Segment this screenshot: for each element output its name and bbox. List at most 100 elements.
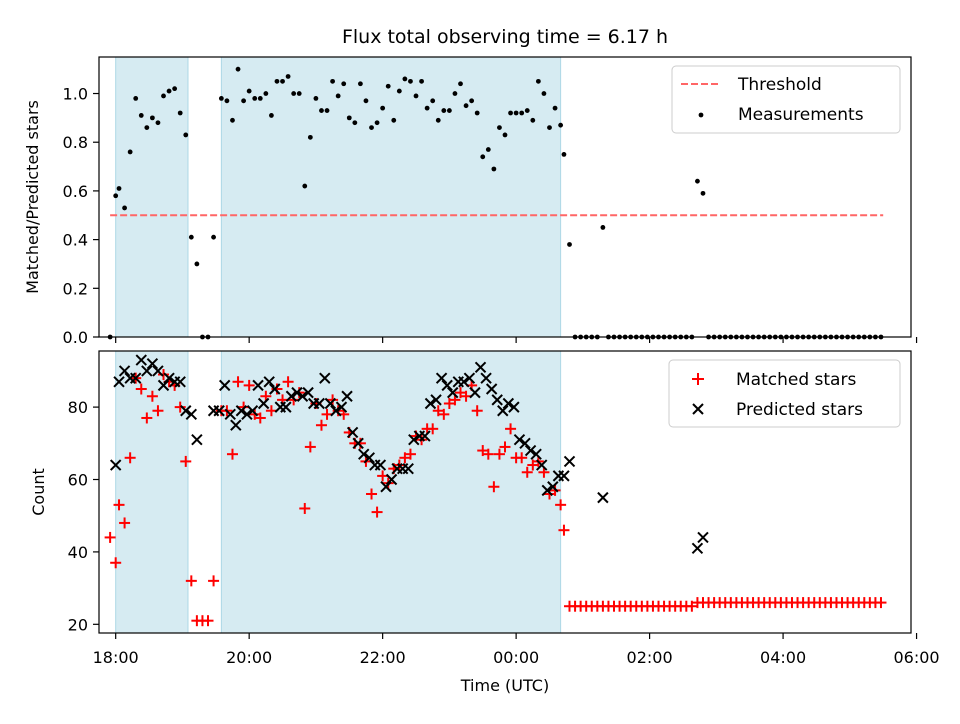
predicted-star-stroke-b <box>141 365 153 377</box>
predicted-star-point <box>257 397 270 410</box>
matched-star-point <box>427 423 439 435</box>
matched-star-point <box>226 448 238 460</box>
predicted-star-point <box>285 390 298 402</box>
matched-star-point <box>202 615 214 627</box>
matched-star-point <box>399 452 411 464</box>
predicted-star-point <box>458 376 470 388</box>
matched-star-point <box>404 448 416 460</box>
matched-star-point <box>432 405 444 417</box>
predicted-star-point <box>547 481 559 493</box>
predicted-star-point <box>691 542 704 554</box>
predicted-star-stroke-b <box>213 405 225 417</box>
predicted-star-point <box>491 394 503 406</box>
matched-star-point <box>477 445 489 457</box>
predicted-star-stroke-b <box>530 448 542 460</box>
predicted-star-stroke-b <box>480 372 492 384</box>
measurement-point <box>396 88 402 94</box>
measurement-point <box>330 78 335 84</box>
matched-star-point <box>321 408 333 420</box>
predicted-star-point <box>535 459 548 471</box>
measurement-point <box>307 134 313 140</box>
predicted-star-point <box>191 433 203 446</box>
measurement-point <box>302 183 308 189</box>
predicted-star-point <box>508 401 520 413</box>
matched-star-point <box>315 419 327 431</box>
y-tick-label: 0.8 <box>63 133 88 152</box>
predicted-star-point <box>530 448 542 460</box>
measurement-point <box>513 110 519 116</box>
predicted-star-stroke-b <box>358 448 370 460</box>
bottom-y-axis-label: Count <box>29 468 48 516</box>
top-plot-frame <box>98 56 912 338</box>
predicted-star-point <box>419 430 431 442</box>
matched-star-point <box>180 455 192 467</box>
measurement-point <box>274 78 280 84</box>
measurement-point <box>567 242 572 247</box>
predicted-star-stroke-b <box>563 455 576 468</box>
predicted-star-point <box>135 354 147 366</box>
matched-star-point <box>493 448 505 460</box>
predicted-star-point <box>358 448 370 460</box>
x-tick-label: 02:00 <box>627 648 673 667</box>
measurement-point <box>335 93 341 99</box>
predicted-star-stroke-b <box>152 365 164 377</box>
measurement-point <box>413 93 419 99</box>
predicted-star-stroke-b <box>218 379 231 392</box>
measurement-point <box>149 115 155 121</box>
predicted-star-stroke-b <box>324 397 337 410</box>
measurement-point <box>695 178 700 184</box>
measurement-point <box>257 95 263 101</box>
predicted-star-stroke-b <box>547 481 559 493</box>
predicted-star-stroke-b <box>280 401 292 413</box>
measurement-point <box>491 166 497 172</box>
measurement-point <box>116 186 122 191</box>
predicted-star-stroke-b <box>435 372 448 384</box>
predicted-star-point <box>113 376 125 388</box>
measurement-point <box>346 115 352 121</box>
matched-star-point <box>119 517 131 529</box>
measurement-point <box>374 120 380 126</box>
matched-star-point <box>185 575 197 587</box>
measurement-point <box>485 147 491 152</box>
predicted-star-point <box>235 405 248 417</box>
x-tick-label: 06:00 <box>894 648 940 667</box>
legend-measurements-swatch <box>698 112 704 118</box>
measurement-point <box>252 95 258 101</box>
predicted-star-stroke-b <box>163 372 175 384</box>
y-tick-label: 60 <box>68 471 88 490</box>
predicted-star-point <box>185 408 198 421</box>
predicted-star-point <box>163 372 175 384</box>
chart-title: Flux total observing time = 6.17 h <box>342 26 668 48</box>
predicted-star-stroke-b <box>469 386 481 399</box>
predicted-star-stroke-b <box>224 408 236 421</box>
measurement-point <box>183 132 189 138</box>
measurement-point <box>558 122 564 128</box>
predicted-star-stroke-b <box>330 405 342 417</box>
predicted-star-point <box>252 379 264 392</box>
predicted-star-stroke-b <box>341 390 353 402</box>
bottom-legend-box <box>668 359 901 428</box>
measurement-point <box>508 110 513 116</box>
matched-star-point <box>304 441 316 453</box>
predicted-star-stroke-b <box>541 484 553 497</box>
measurement-point <box>177 110 183 116</box>
measurement-point <box>138 113 144 118</box>
matched-star-point <box>455 387 467 399</box>
matched-star-point <box>516 452 528 464</box>
measurement-point <box>319 108 324 113</box>
predicted-star-stroke-b <box>352 437 364 450</box>
predicted-star-stroke-b <box>491 394 503 406</box>
matched-star-point <box>232 376 244 388</box>
measurement-point <box>269 113 274 118</box>
matched-star-point <box>460 390 472 402</box>
x-axis-label: Time (UTC) <box>460 676 549 695</box>
predicted-star-point <box>213 405 225 417</box>
predicted-star-point <box>447 386 459 399</box>
measurement-point <box>357 81 363 87</box>
measurement-point <box>127 149 133 155</box>
predicted-star-stroke-b <box>524 444 537 457</box>
predicted-star-point <box>146 357 159 370</box>
predicted-star-stroke-b <box>463 372 476 384</box>
predicted-star-point <box>463 372 476 384</box>
